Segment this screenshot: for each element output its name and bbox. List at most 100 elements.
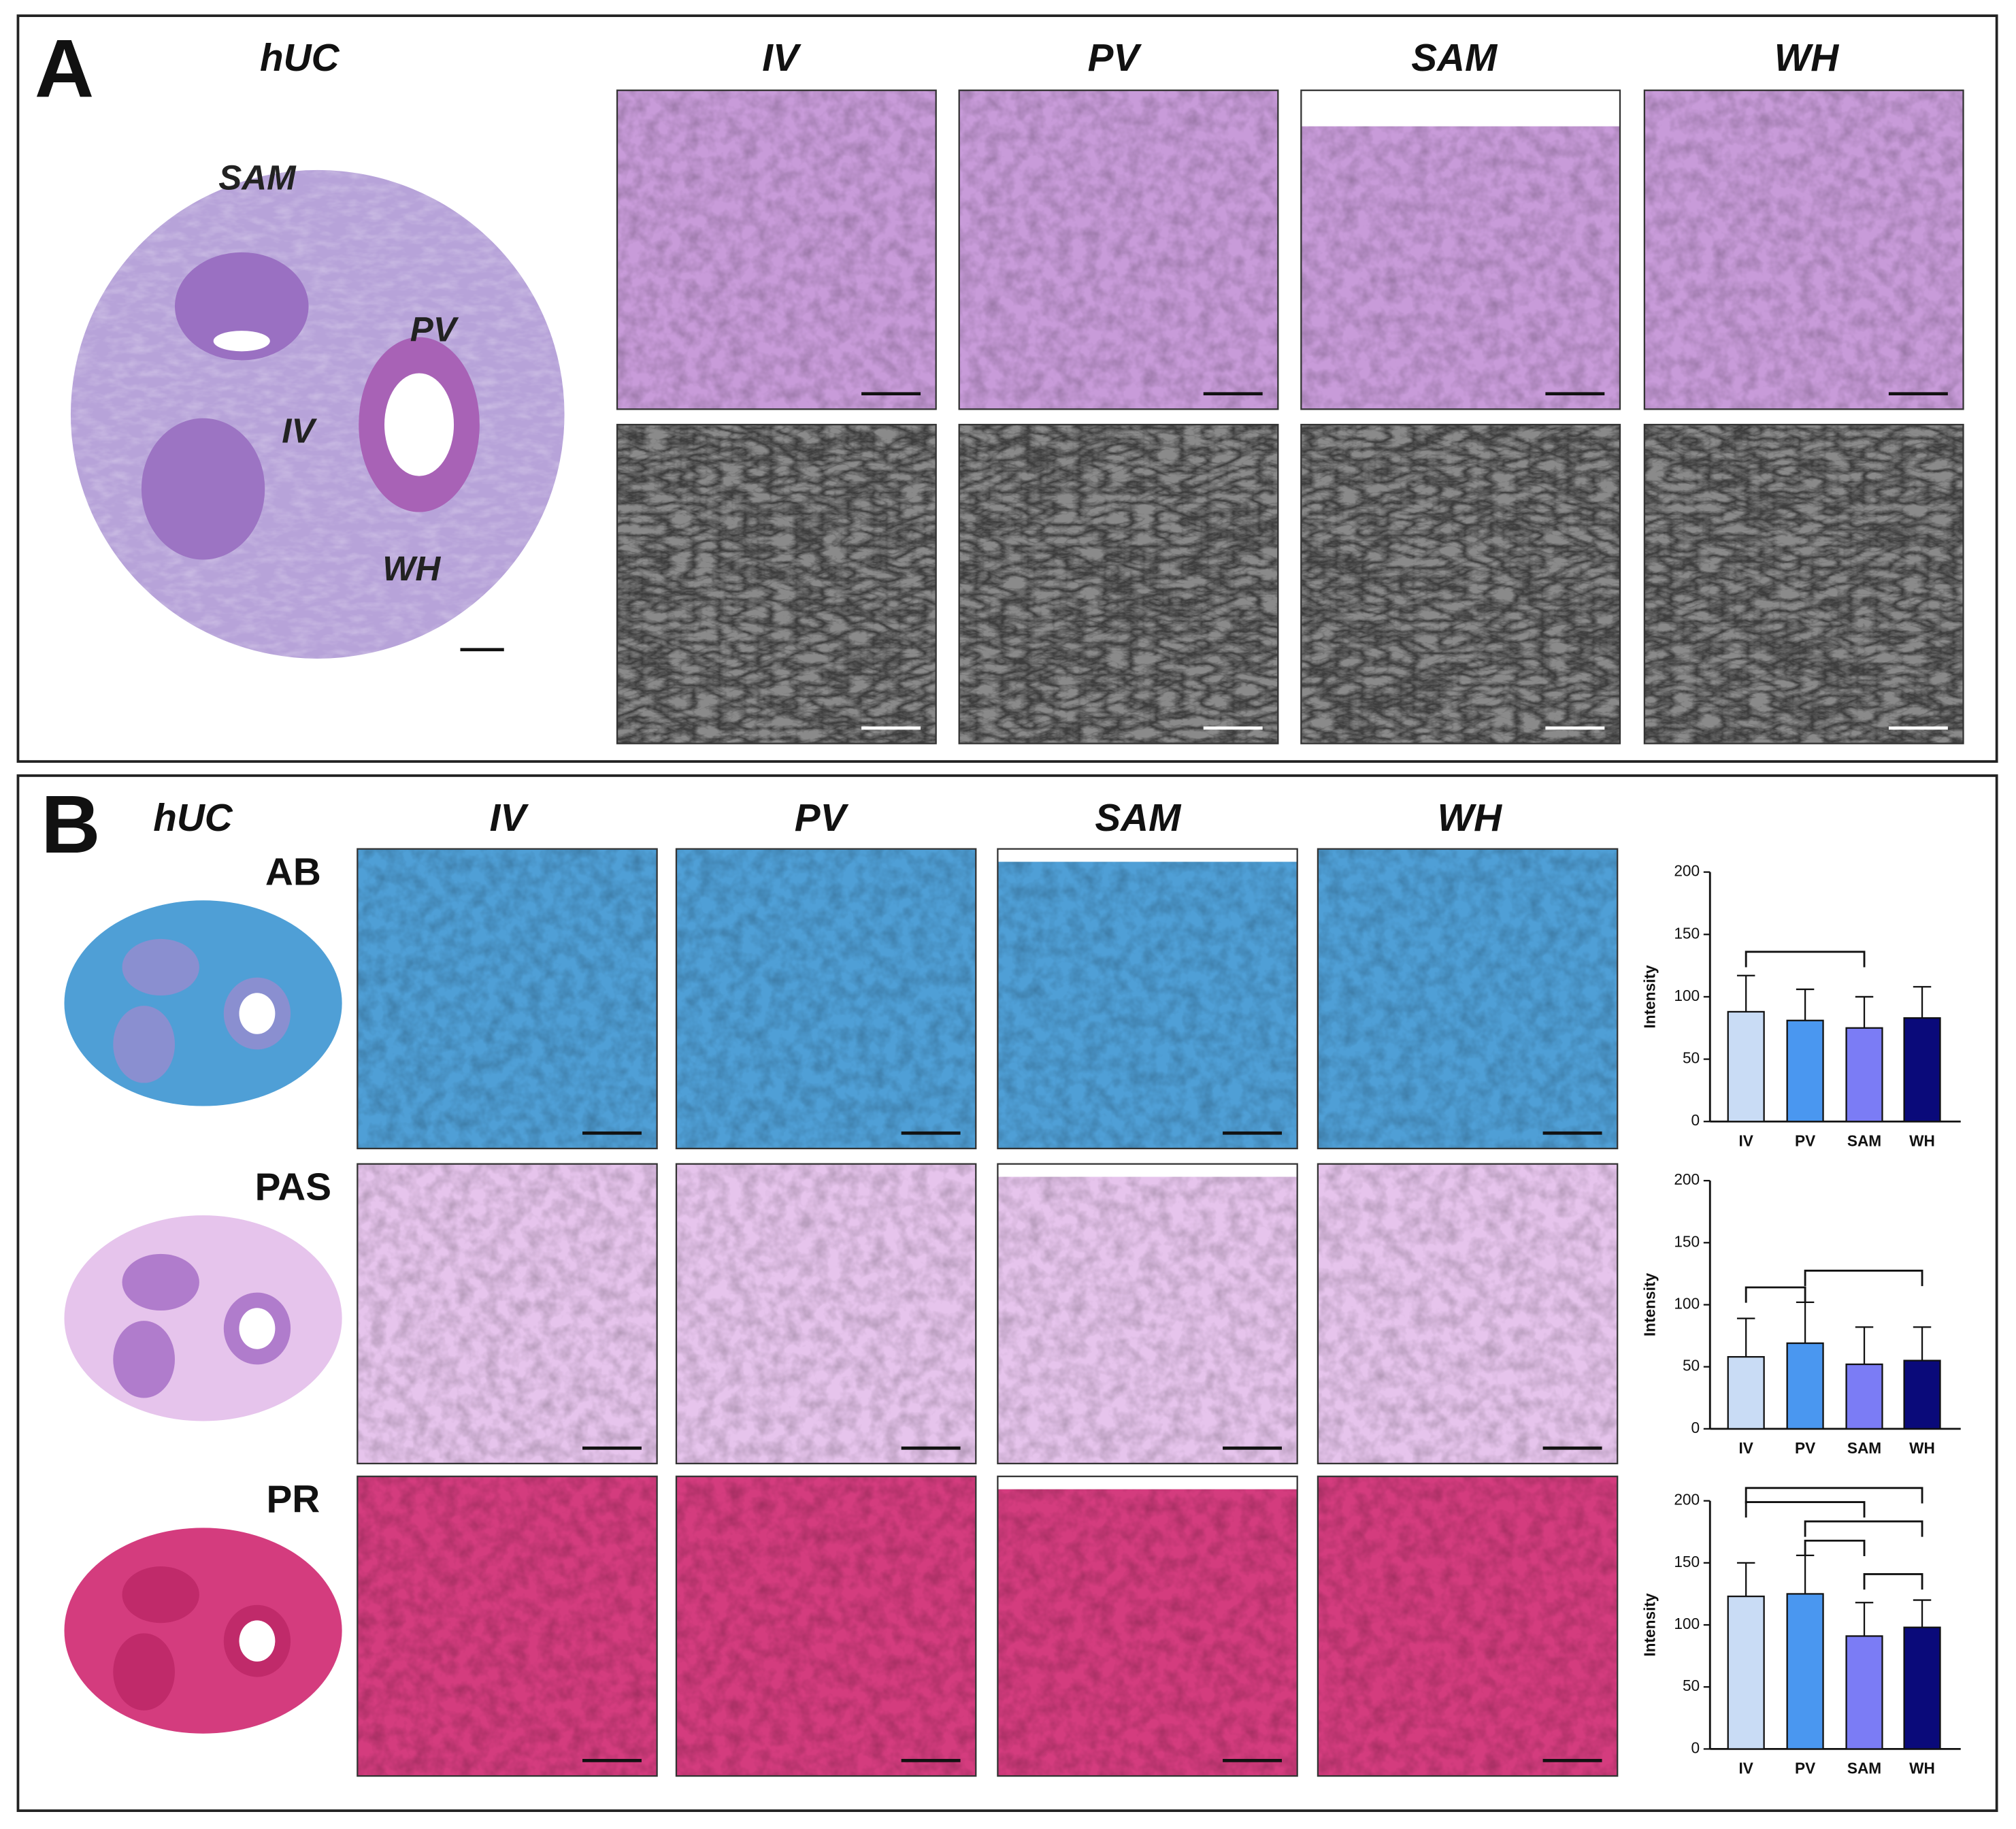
significance-bracket xyxy=(1745,1501,1866,1518)
micrograph xyxy=(616,89,937,410)
tile-texture xyxy=(676,848,976,1149)
thumbnail xyxy=(64,1215,342,1421)
thumb-vessel xyxy=(122,1253,199,1311)
tile-edge xyxy=(997,848,1298,862)
tile-edge xyxy=(997,1476,1298,1489)
thumb-vessel xyxy=(122,938,199,996)
y-tick-label: 150 xyxy=(1674,1553,1700,1570)
y-tick-label: 100 xyxy=(1674,987,1700,1004)
micrograph xyxy=(616,423,937,744)
bar xyxy=(1727,1010,1765,1123)
micrograph xyxy=(675,848,977,1150)
micrograph xyxy=(1643,89,1964,410)
micrograph xyxy=(675,1163,977,1465)
tile-texture xyxy=(357,1164,657,1464)
tile-texture xyxy=(1317,1164,1618,1464)
tile-edge xyxy=(997,1164,1298,1177)
y-tick-label: 150 xyxy=(1674,924,1700,942)
region-label: WH xyxy=(382,549,441,588)
x-tick-label: SAM xyxy=(1847,1439,1881,1457)
column-header: WH xyxy=(1774,37,1840,80)
tile-frame xyxy=(357,1475,658,1777)
x-tick-label: WH xyxy=(1909,1132,1935,1149)
thumb-vessel xyxy=(113,1321,175,1398)
x-tick-label: IV xyxy=(1738,1132,1753,1149)
y-axis-label: Intensity xyxy=(1640,965,1658,1029)
cross-section xyxy=(70,169,565,659)
tile-texture xyxy=(617,425,936,744)
tile-texture xyxy=(997,1164,1298,1464)
bar xyxy=(1786,1342,1824,1430)
x-tick-label: SAM xyxy=(1847,1132,1881,1149)
y-tick-label: 200 xyxy=(1674,1170,1700,1188)
y-tick-label: 100 xyxy=(1674,1615,1700,1632)
tile-frame xyxy=(1643,89,1964,410)
tile-texture xyxy=(357,1476,657,1777)
tile-texture xyxy=(676,1476,976,1777)
thumb-lumen xyxy=(239,1620,276,1662)
micrograph xyxy=(357,848,658,1150)
column-header: PV xyxy=(795,797,849,840)
bar xyxy=(1786,1593,1824,1750)
panel-b-frame xyxy=(16,774,1998,1812)
tile-frame xyxy=(958,423,1279,744)
tile-frame xyxy=(675,1475,977,1777)
bar xyxy=(1845,1363,1883,1430)
thumb-vessel xyxy=(113,1006,175,1083)
micrograph xyxy=(357,1163,658,1465)
y-tick-label: 50 xyxy=(1683,1677,1700,1694)
micrograph xyxy=(357,1475,658,1777)
region-label: PV xyxy=(410,310,459,348)
tile-texture xyxy=(959,90,1278,410)
bar xyxy=(1786,1019,1824,1123)
column-header: PV xyxy=(1088,37,1142,80)
tile-texture xyxy=(1644,425,1964,744)
tile-frame xyxy=(958,89,1279,410)
micrograph xyxy=(1317,1163,1619,1465)
column-header: IV xyxy=(490,797,529,840)
region-label: IV xyxy=(282,412,317,450)
y-tick-label: 100 xyxy=(1674,1294,1700,1312)
tile-frame xyxy=(675,1163,977,1465)
panel-a-frame xyxy=(16,14,1998,763)
x-tick-label: WH xyxy=(1909,1760,1935,1777)
tile-frame xyxy=(997,848,1298,1150)
bar xyxy=(1845,1635,1883,1750)
tile-frame xyxy=(357,848,658,1150)
y-tick-label: 50 xyxy=(1683,1357,1700,1374)
micrograph xyxy=(958,89,1279,410)
bar xyxy=(1903,1626,1941,1750)
y-axis-label: Intensity xyxy=(1640,1273,1658,1337)
column-header: SAM xyxy=(1411,37,1498,80)
thumb-section xyxy=(64,1528,342,1734)
tile-frame xyxy=(997,1163,1298,1465)
micrograph xyxy=(958,423,1279,744)
micrograph xyxy=(997,848,1298,1150)
thumb-lumen xyxy=(239,993,276,1034)
significance-bracket xyxy=(1804,1270,1923,1287)
panel-label: B xyxy=(41,778,100,870)
thumb-section xyxy=(64,900,342,1106)
significance-bracket xyxy=(1745,1286,1806,1303)
thumb-lumen xyxy=(239,1308,276,1349)
tile-edge xyxy=(1301,90,1620,127)
tile-frame xyxy=(1317,1163,1619,1465)
stain-label: PAS xyxy=(255,1166,331,1208)
thumbnail xyxy=(64,1528,342,1734)
y-tick-label: 0 xyxy=(1691,1739,1700,1756)
column-header: SAM xyxy=(1095,797,1182,840)
thumb-vessel xyxy=(113,1633,175,1711)
bar xyxy=(1727,1595,1765,1750)
panel-label: A xyxy=(35,22,94,114)
tile-frame xyxy=(997,1475,1298,1777)
column-header: IV xyxy=(762,37,802,80)
tile-frame xyxy=(616,423,937,744)
bar xyxy=(1903,1360,1941,1430)
tile-texture xyxy=(676,1164,976,1464)
y-axis-label: Intensity xyxy=(1640,1593,1658,1657)
y-tick-label: 0 xyxy=(1691,1419,1700,1436)
tile-texture xyxy=(357,848,657,1149)
column-header: WH xyxy=(1438,797,1503,840)
y-tick-label: 200 xyxy=(1674,1491,1700,1509)
